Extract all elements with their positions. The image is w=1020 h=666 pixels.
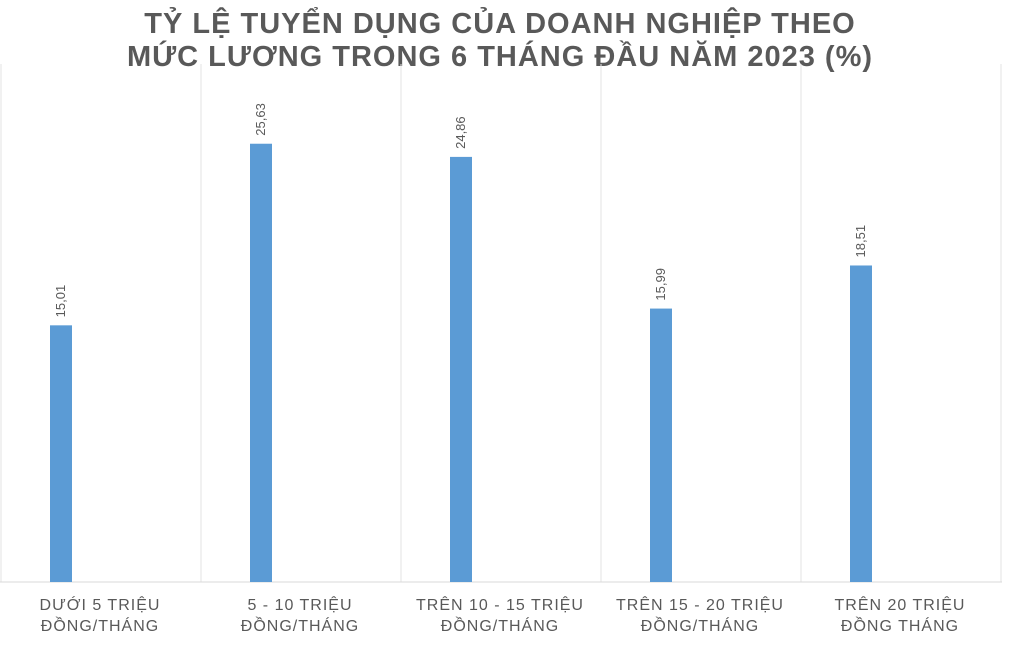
bar-5 xyxy=(850,265,872,582)
category-label-5-line-1: TRÊN 20 TRIỆU xyxy=(835,595,966,614)
category-label-4-line-1: TRÊN 15 - 20 TRIỆU xyxy=(616,595,784,614)
category-label-1-line-1: DƯỚI 5 TRIỆU xyxy=(40,595,161,614)
chart-title: TỶ LỆ TUYỂN DỤNG CỦA DOANH NGHIỆP THEO M… xyxy=(0,8,1000,74)
data-label-4: 15,99 xyxy=(653,268,668,301)
bar-3 xyxy=(450,156,472,583)
category-label-3-line-2: ĐỒNG/THÁNG xyxy=(441,616,559,635)
chart-title-line-1: TỶ LỆ TUYỂN DỤNG CỦA DOANH NGHIỆP THEO xyxy=(144,8,856,40)
data-label-3: 24,86 xyxy=(453,116,468,149)
category-label-5-line-2: ĐỒNG THÁNG xyxy=(841,616,959,635)
data-label-2: 25,63 xyxy=(253,103,268,136)
data-label-1: 15,01 xyxy=(53,285,68,318)
category-label-2-line-2: ĐỒNG/THÁNG xyxy=(241,616,359,635)
category-label-3-line-1: TRÊN 10 - 15 TRIỆU xyxy=(416,595,584,614)
bar-4 xyxy=(650,308,672,582)
data-label-5: 18,51 xyxy=(853,225,868,258)
category-label-4-line-2: ĐỒNG/THÁNG xyxy=(641,616,759,635)
category-label-2-line-1: 5 - 10 TRIỆU xyxy=(247,595,352,614)
bar-2 xyxy=(250,143,272,583)
chart-title-line-2: MỨC LƯƠNG TRONG 6 THÁNG ĐẦU NĂM 2023 (%) xyxy=(126,41,874,73)
bar-1 xyxy=(50,325,72,582)
category-label-1-line-2: ĐỒNG/THÁNG xyxy=(41,616,159,635)
